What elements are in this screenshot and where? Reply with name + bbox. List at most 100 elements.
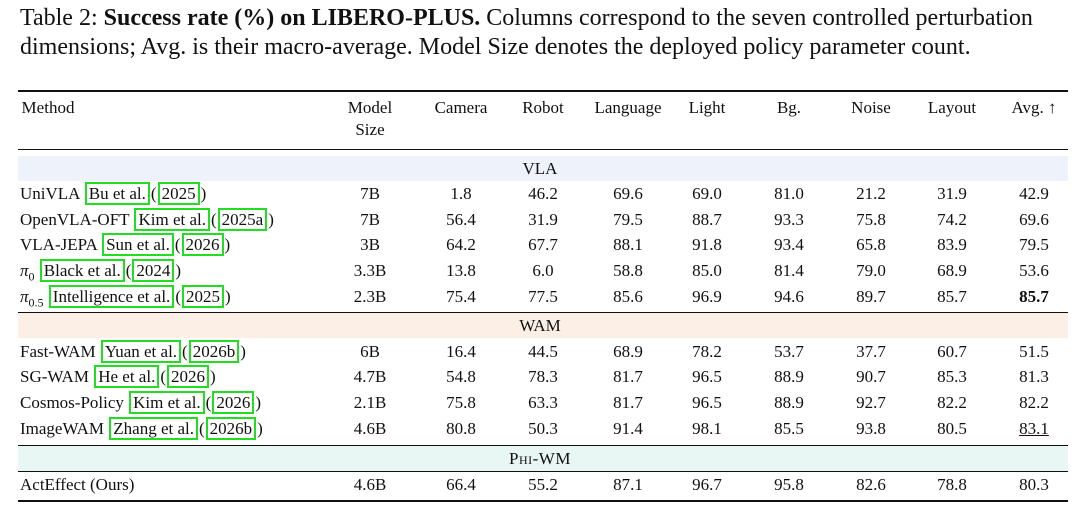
layout-value: 31.9 xyxy=(937,184,967,203)
citation-link[interactable]: Black et al. xyxy=(39,259,125,282)
citation-link[interactable]: Zhang et al. xyxy=(109,417,198,440)
noise-value: 79.0 xyxy=(856,261,886,280)
method-name: VLA-JEPA Sun et al.(2026) xyxy=(20,233,231,256)
noise-value: 90.7 xyxy=(856,367,886,386)
method-name: OpenVLA-OFT Kim et al.(2025a) xyxy=(20,208,274,231)
noise-value: 37.7 xyxy=(856,342,886,361)
noise-value: 21.2 xyxy=(856,184,886,203)
avg-value: 82.2 xyxy=(1019,393,1049,412)
layout-value: 85.3 xyxy=(937,367,967,386)
language-value: 69.6 xyxy=(613,184,643,203)
bg-value: 95.8 xyxy=(774,475,804,494)
layout-value: 68.9 xyxy=(937,261,967,280)
robot-value: 46.2 xyxy=(528,184,558,203)
caption-label: Table 2: xyxy=(20,5,98,31)
robot-value: 67.7 xyxy=(528,235,558,254)
avg-value: 79.5 xyxy=(1019,235,1049,254)
wam-band xyxy=(18,313,1068,338)
noise-value: 89.7 xyxy=(856,287,886,306)
light-value: 88.7 xyxy=(692,210,722,229)
header-noise: Noise xyxy=(851,98,891,117)
camera-value: 13.8 xyxy=(446,261,476,280)
model-size: 4.6B xyxy=(353,475,387,494)
citation-link[interactable]: Bu et al. xyxy=(84,182,150,205)
bg-value: 81.0 xyxy=(774,184,804,203)
robot-value: 78.3 xyxy=(528,367,558,386)
table-row: Fast-WAM Yuan et al.(2026b) 6B 16.4 44.5… xyxy=(0,339,1080,364)
caption-text: Columns correspond to the seven controll… xyxy=(20,5,1033,60)
layout-value: 60.7 xyxy=(937,342,967,361)
model-size: 2.3B xyxy=(353,287,387,306)
citation-year-link[interactable]: 2025 xyxy=(181,285,224,308)
noise-value: 82.6 xyxy=(856,475,886,494)
layout-value: 74.2 xyxy=(937,210,967,229)
robot-value: 63.3 xyxy=(528,393,558,412)
bottom-rule xyxy=(18,500,1068,502)
header-bg: Bg. xyxy=(776,98,802,117)
language-value: 58.8 xyxy=(613,261,643,280)
layout-value: 82.2 xyxy=(937,393,967,412)
model-size: 4.6B xyxy=(353,419,387,438)
citation-year-link[interactable]: 2026 xyxy=(181,233,224,256)
citation-year-link[interactable]: 2026b xyxy=(205,417,257,440)
avg-value: 80.3 xyxy=(1019,475,1049,494)
table-row: ImageWAM Zhang et al.(2026b) 4.6B 80.8 5… xyxy=(0,416,1080,441)
language-value: 88.1 xyxy=(613,235,643,254)
language-value: 87.1 xyxy=(613,475,643,494)
group-rule xyxy=(18,312,1068,313)
table-row: π0.5 Intelligence et al.(2025) 2.3B 75.4… xyxy=(0,284,1080,309)
robot-value: 31.9 xyxy=(528,210,558,229)
top-rule xyxy=(18,90,1068,92)
robot-value: 6.0 xyxy=(532,261,554,280)
method-name: UniVLA Bu et al.(2025) xyxy=(20,182,207,205)
avg-value: 51.5 xyxy=(1019,342,1049,361)
header-language: Language xyxy=(594,98,662,117)
model-size: 7B xyxy=(360,210,380,229)
header-rule xyxy=(18,149,1068,150)
citation-link[interactable]: Kim et al. xyxy=(134,208,210,231)
citation-link[interactable]: Kim et al. xyxy=(129,391,205,414)
header-model-size: Model Size xyxy=(347,98,393,139)
layout-value: 80.5 xyxy=(937,419,967,438)
citation-link[interactable]: Intelligence et al. xyxy=(48,285,175,308)
noise-value: 92.7 xyxy=(856,393,886,412)
camera-value: 75.8 xyxy=(446,393,476,412)
bg-value: 93.3 xyxy=(774,210,804,229)
light-value: 78.2 xyxy=(692,342,722,361)
citation-link[interactable]: Sun et al. xyxy=(102,233,174,256)
citation-year-link[interactable]: 2026b xyxy=(188,340,240,363)
bg-value: 88.9 xyxy=(774,393,804,412)
robot-value: 55.2 xyxy=(528,475,558,494)
robot-value: 77.5 xyxy=(528,287,558,306)
bg-value: 85.5 xyxy=(774,419,804,438)
light-value: 91.8 xyxy=(692,235,722,254)
citation-link[interactable]: He et al. xyxy=(94,365,160,388)
citation-year-link[interactable]: 2026 xyxy=(166,365,209,388)
avg-value: 42.9 xyxy=(1019,184,1049,203)
citation-link[interactable]: Yuan et al. xyxy=(100,340,182,363)
bg-value: 53.7 xyxy=(774,342,804,361)
avg-value: 81.3 xyxy=(1019,367,1049,386)
group-rule xyxy=(18,471,1068,472)
header-method: Method xyxy=(21,98,75,117)
table-row: SG-WAM He et al.(2026) 4.7B 54.8 78.3 81… xyxy=(0,364,1080,389)
table-row: VLA-JEPA Sun et al.(2026) 3B 64.2 67.7 8… xyxy=(0,232,1080,257)
citation-year-link[interactable]: 2024 xyxy=(132,259,175,282)
citation-year-link[interactable]: 2025 xyxy=(157,182,200,205)
camera-value: 80.8 xyxy=(446,419,476,438)
camera-value: 56.4 xyxy=(446,210,476,229)
model-size: 3.3B xyxy=(353,261,387,280)
camera-value: 16.4 xyxy=(446,342,476,361)
header-camera: Camera xyxy=(434,98,488,117)
citation-year-link[interactable]: 2025a xyxy=(217,208,268,231)
camera-value: 54.8 xyxy=(446,367,476,386)
language-value: 68.9 xyxy=(613,342,643,361)
avg-value-second: 83.1 xyxy=(1019,419,1049,438)
bg-value: 81.4 xyxy=(774,261,804,280)
language-value: 81.7 xyxy=(613,367,643,386)
table-row: π0 Black et al.(2024) 3.3B 13.8 6.0 58.8… xyxy=(0,258,1080,283)
avg-value-best: 85.7 xyxy=(1019,287,1049,306)
citation-year-link[interactable]: 2026 xyxy=(212,391,255,414)
layout-value: 85.7 xyxy=(937,287,967,306)
light-value: 85.0 xyxy=(692,261,722,280)
